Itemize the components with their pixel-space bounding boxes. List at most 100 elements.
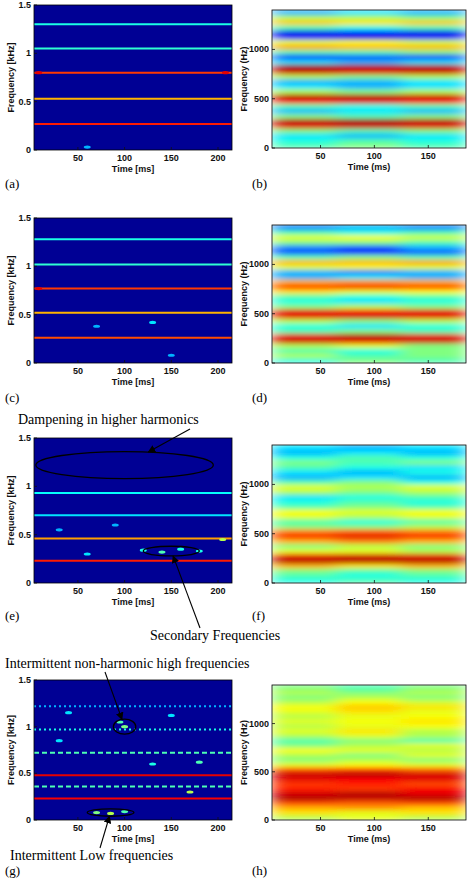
y-tick — [272, 533, 275, 534]
cell — [336, 704, 401, 709]
cell — [272, 514, 337, 520]
cell — [336, 514, 401, 520]
y-tick-label: 1.5 — [18, 675, 31, 685]
cell — [401, 133, 466, 139]
cell — [272, 805, 337, 810]
cell — [272, 464, 337, 470]
cell — [272, 786, 337, 791]
harmonic-band — [34, 514, 232, 516]
y-tick — [34, 438, 37, 439]
cell — [401, 578, 466, 583]
cell — [272, 74, 337, 80]
cell — [336, 49, 401, 55]
y-tick — [34, 363, 37, 364]
y-tick — [34, 218, 37, 219]
x-tick-label: 200 — [210, 366, 225, 376]
cell — [272, 484, 337, 490]
figure: 00.511.550100150200Time [ms]Frequency [k… — [0, 0, 474, 885]
panel-letter: (e) — [5, 608, 19, 623]
x-tick — [428, 580, 429, 583]
plot-frame — [34, 438, 232, 583]
cell — [272, 274, 337, 280]
annotation-text: Intermittent non-harmonic high frequenci… — [5, 656, 250, 671]
cell — [336, 108, 401, 114]
x-tick-label: 50 — [73, 153, 83, 163]
cell — [336, 279, 401, 285]
cell — [336, 239, 401, 245]
cell — [401, 44, 466, 50]
cell — [336, 690, 401, 695]
cell — [272, 709, 337, 714]
cell — [272, 84, 337, 90]
cell — [401, 810, 466, 815]
cell — [401, 264, 466, 270]
y-tick — [272, 723, 275, 724]
cell — [272, 533, 337, 539]
cell — [336, 318, 401, 324]
cell — [272, 289, 337, 295]
y-tick-label: 0 — [264, 358, 269, 368]
cell — [401, 747, 466, 752]
y-tick — [272, 313, 275, 314]
cell — [401, 20, 466, 26]
cell — [272, 747, 337, 752]
cell — [401, 524, 466, 530]
cell — [401, 733, 466, 738]
annotation-arrow — [148, 429, 190, 452]
cell — [401, 791, 466, 796]
cell — [336, 294, 401, 300]
cell — [336, 64, 401, 70]
x-tick-label: 50 — [73, 586, 83, 596]
x-tick-label: 100 — [367, 151, 382, 161]
x-tick-label: 50 — [315, 823, 325, 833]
harmonic-band — [34, 774, 232, 776]
panel-letter: (h) — [252, 863, 267, 878]
x-axis-title: Time [ms] — [112, 164, 154, 174]
panel-letter: (f) — [252, 608, 265, 623]
y-tick-label: 1000 — [249, 479, 269, 489]
x-tick — [374, 580, 375, 583]
y-axis-title: Frequency [kHz] — [6, 475, 16, 545]
cell — [272, 128, 337, 134]
x-tick-label: 150 — [164, 366, 179, 376]
cell — [401, 318, 466, 324]
panel-letter: (c) — [5, 390, 19, 405]
cell — [336, 343, 401, 349]
cell — [401, 738, 466, 743]
cell — [336, 699, 401, 704]
cell — [336, 358, 401, 363]
cell — [336, 93, 401, 99]
cell — [272, 20, 337, 26]
cell — [272, 776, 337, 781]
cell — [272, 34, 337, 40]
cell — [336, 138, 401, 144]
y-tick — [272, 49, 275, 50]
cell — [272, 704, 337, 709]
cell — [272, 738, 337, 743]
cell — [401, 113, 466, 119]
cell — [336, 747, 401, 752]
cell — [336, 484, 401, 490]
cell — [401, 49, 466, 55]
harmonic-band — [34, 98, 232, 100]
cell — [272, 230, 337, 236]
harmonic-band — [34, 798, 232, 800]
cell — [336, 573, 401, 579]
cell — [272, 771, 337, 776]
harmonic-band — [34, 728, 232, 730]
spot — [149, 321, 156, 324]
heatmap-cells — [272, 225, 466, 363]
cell — [401, 108, 466, 114]
cell — [401, 54, 466, 60]
x-tick-label: 150 — [164, 153, 179, 163]
y-tick — [34, 266, 37, 267]
x-tick — [374, 360, 375, 363]
cell — [401, 718, 466, 723]
cell — [336, 533, 401, 539]
cell — [401, 548, 466, 554]
cell — [272, 509, 337, 515]
cell — [336, 59, 401, 65]
cell — [336, 39, 401, 45]
annotation-text: Dampening in higher harmonics — [18, 412, 199, 427]
cell — [336, 74, 401, 80]
